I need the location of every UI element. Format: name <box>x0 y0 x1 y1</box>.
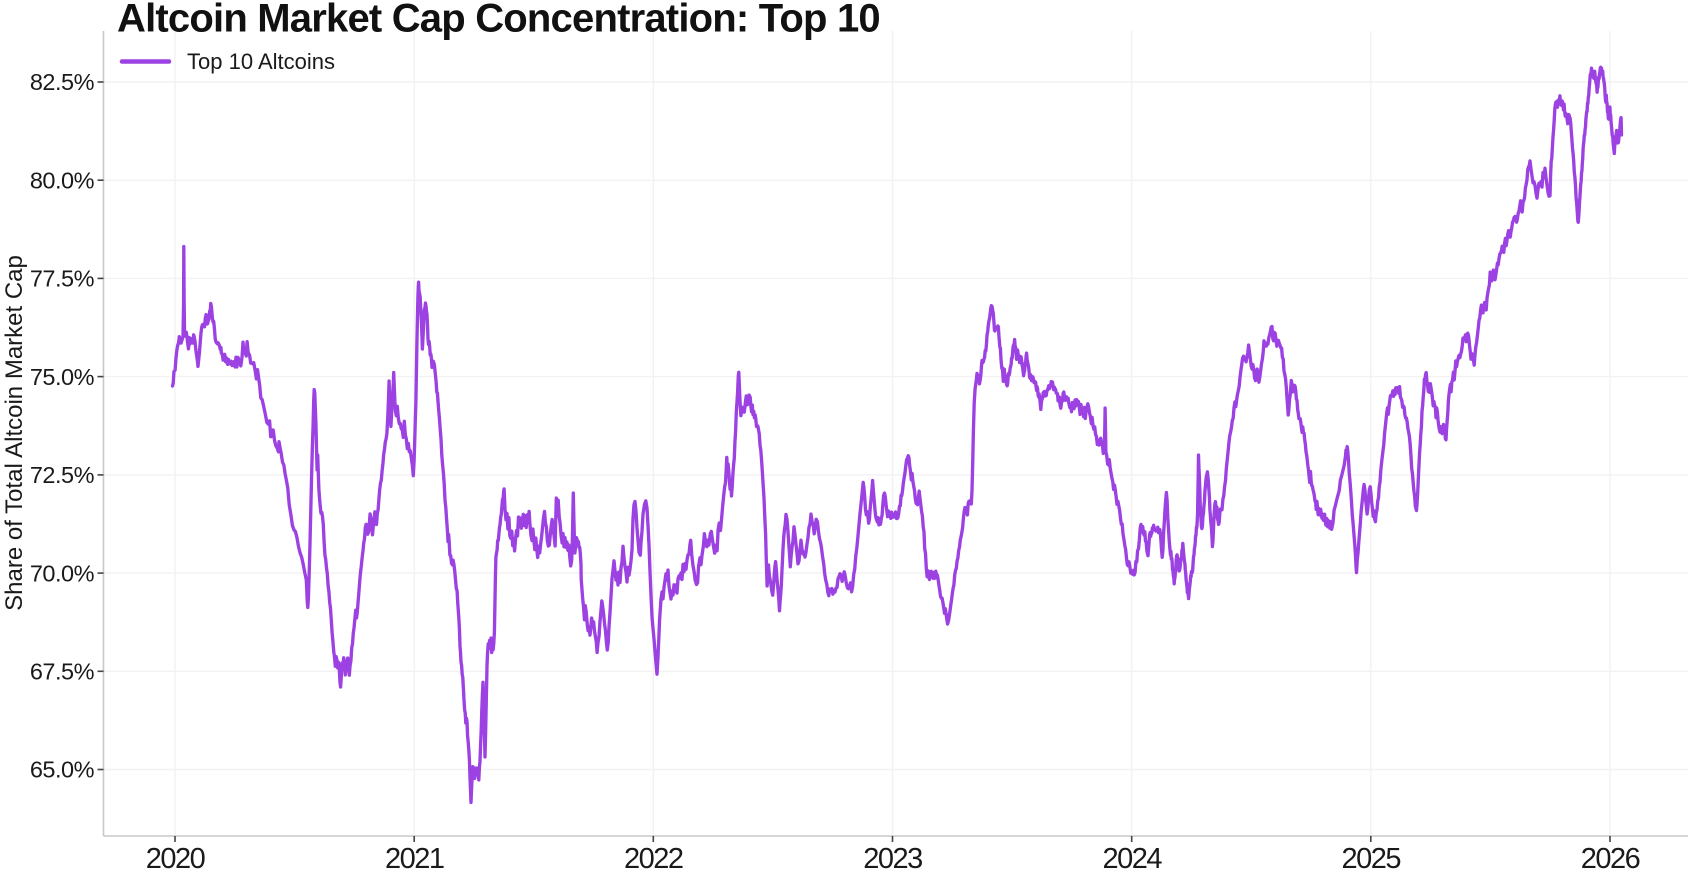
svg-text:Top 10 Altcoins: Top 10 Altcoins <box>187 49 335 74</box>
svg-text:82.5%: 82.5% <box>30 69 95 95</box>
svg-text:65.0%: 65.0% <box>30 757 95 783</box>
svg-text:72.5%: 72.5% <box>30 462 95 488</box>
svg-text:80.0%: 80.0% <box>30 167 95 193</box>
svg-text:Share of Total Altcoin Market: Share of Total Altcoin Market Cap <box>1 255 28 611</box>
svg-text:2024: 2024 <box>1102 843 1162 874</box>
svg-text:70.0%: 70.0% <box>30 560 95 586</box>
svg-text:Altcoin Market Cap Concentrati: Altcoin Market Cap Concentration: Top 10 <box>117 0 880 41</box>
svg-text:2020: 2020 <box>146 843 205 874</box>
svg-text:67.5%: 67.5% <box>30 659 95 685</box>
svg-text:2025: 2025 <box>1342 843 1401 874</box>
svg-text:77.5%: 77.5% <box>30 266 95 292</box>
svg-text:2022: 2022 <box>624 843 683 874</box>
svg-text:2026: 2026 <box>1581 843 1640 874</box>
svg-text:2023: 2023 <box>863 843 922 874</box>
svg-text:75.0%: 75.0% <box>30 364 95 390</box>
svg-text:2021: 2021 <box>385 843 444 874</box>
